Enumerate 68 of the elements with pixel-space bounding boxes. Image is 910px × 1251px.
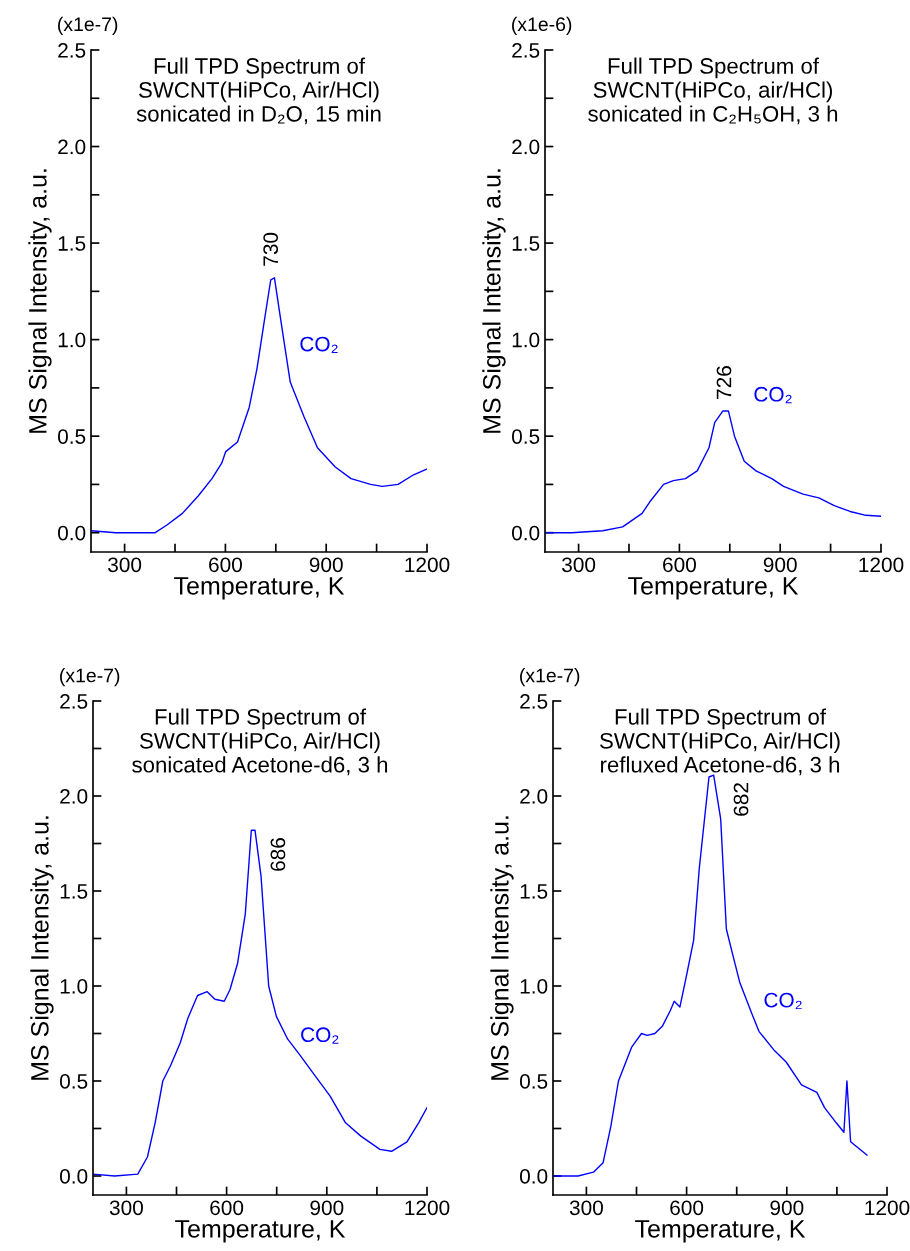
y-tick-label: 0.0 <box>57 525 86 541</box>
y-tick-label: 1.5 <box>60 884 88 899</box>
y-tick-label: 2.0 <box>520 789 548 804</box>
x-tick-label: 300 <box>109 1200 143 1216</box>
y-tick-label: 1.0 <box>58 332 86 348</box>
x-tick-label: 900 <box>309 557 343 573</box>
x-axis-title: Temperature, K <box>635 1220 806 1243</box>
y-tick-label: 1.5 <box>512 236 540 251</box>
y-tick-label: 0.0 <box>59 1169 88 1184</box>
y-tick-label: 2.0 <box>58 139 86 155</box>
y-tick-label: 0.5 <box>59 1074 88 1089</box>
x-tick-label: 600 <box>210 1200 244 1216</box>
y-tick-label: 1.0 <box>520 979 548 994</box>
text: Full TPD Spectrum of SWCNT(HiPCo, Air/HCl) refluxed Acetone-d6, 3 h <box>600 708 840 776</box>
line-series <box>93 829 427 1177</box>
y-tick-label: 2.0 <box>512 139 540 155</box>
text: (x1e-7) <box>60 668 120 687</box>
x-axis-title: Temperature, K <box>628 577 799 600</box>
x-tick-label: 600 <box>663 557 696 573</box>
y-tick-label: 2.5 <box>520 694 548 709</box>
annotation: 682 <box>733 783 749 816</box>
annotation: 730 <box>263 232 279 266</box>
text: Full TPD Spectrum of SWCNT(HiPCo, Air/HCl) sonicated Acetone-d6, 3 h <box>132 708 388 776</box>
series-label: CO₂ <box>301 1027 339 1044</box>
y-tick-label: 2.5 <box>512 43 540 58</box>
text: (x1e-7) <box>520 668 580 687</box>
series-label: CO₂ <box>300 336 338 353</box>
x-tick-label: 900 <box>770 1200 804 1216</box>
text: (x1e-7) <box>58 16 118 35</box>
annotation: 686 <box>270 838 286 871</box>
x-tick-label: 900 <box>763 557 797 573</box>
text: (x1e-6) <box>512 16 572 35</box>
x-tick-label: 600 <box>209 557 242 573</box>
y-tick-label: 2.5 <box>60 694 88 709</box>
line-series <box>553 774 868 1177</box>
x-tick-label: 1200 <box>865 1200 910 1216</box>
x-tick-label: 300 <box>562 557 596 573</box>
x-tick-label: 300 <box>108 557 142 573</box>
y-tick-label: 2.0 <box>60 789 88 804</box>
text: Full TPD Spectrum of SWCNT(HiPCo, Air/HCl) sonicated in D₂O, 15 min <box>136 57 381 125</box>
text: Full TPD Spectrum of SWCNT(HiPCo, air/HCl) sonicated in C₂H₅OH, 3 h <box>588 57 838 125</box>
series-label: CO₂ <box>764 992 802 1010</box>
x-tick-label: 1200 <box>405 1200 450 1216</box>
y-axis-title: MS Signal Intensity, a.u. <box>482 169 506 433</box>
x-axis-title: Temperature, K <box>174 577 345 600</box>
y-tick-label: 1.0 <box>60 979 88 994</box>
y-tick-label: 0.0 <box>519 1169 548 1184</box>
x-tick-label: 600 <box>670 1200 704 1216</box>
x-tick-label: 900 <box>310 1200 344 1216</box>
line-series <box>91 277 427 534</box>
x-tick-label: 300 <box>569 1200 603 1216</box>
y-tick-label: 0.5 <box>519 1074 548 1089</box>
y-axis-title: MS Signal Intensity, a.u. <box>490 816 514 1080</box>
y-tick-label: 1.0 <box>512 332 540 348</box>
line-series <box>545 410 881 534</box>
series-label: CO₂ <box>754 386 792 404</box>
x-tick-label: 1200 <box>859 557 904 573</box>
x-tick-label: 1200 <box>405 557 450 573</box>
y-tick-label: 0.0 <box>511 525 540 541</box>
y-tick-label: 1.5 <box>58 236 86 251</box>
y-axis-title: MS Signal Intensity, a.u. <box>30 816 54 1080</box>
annotation: 726 <box>716 366 732 399</box>
y-tick-label: 1.5 <box>520 884 548 899</box>
y-tick-label: 0.5 <box>57 429 86 444</box>
y-tick-label: 0.5 <box>511 429 540 444</box>
x-axis-title: Temperature, K <box>175 1220 346 1243</box>
y-tick-label: 2.5 <box>58 43 86 58</box>
y-axis-title: MS Signal Intensity, a.u. <box>28 169 52 433</box>
